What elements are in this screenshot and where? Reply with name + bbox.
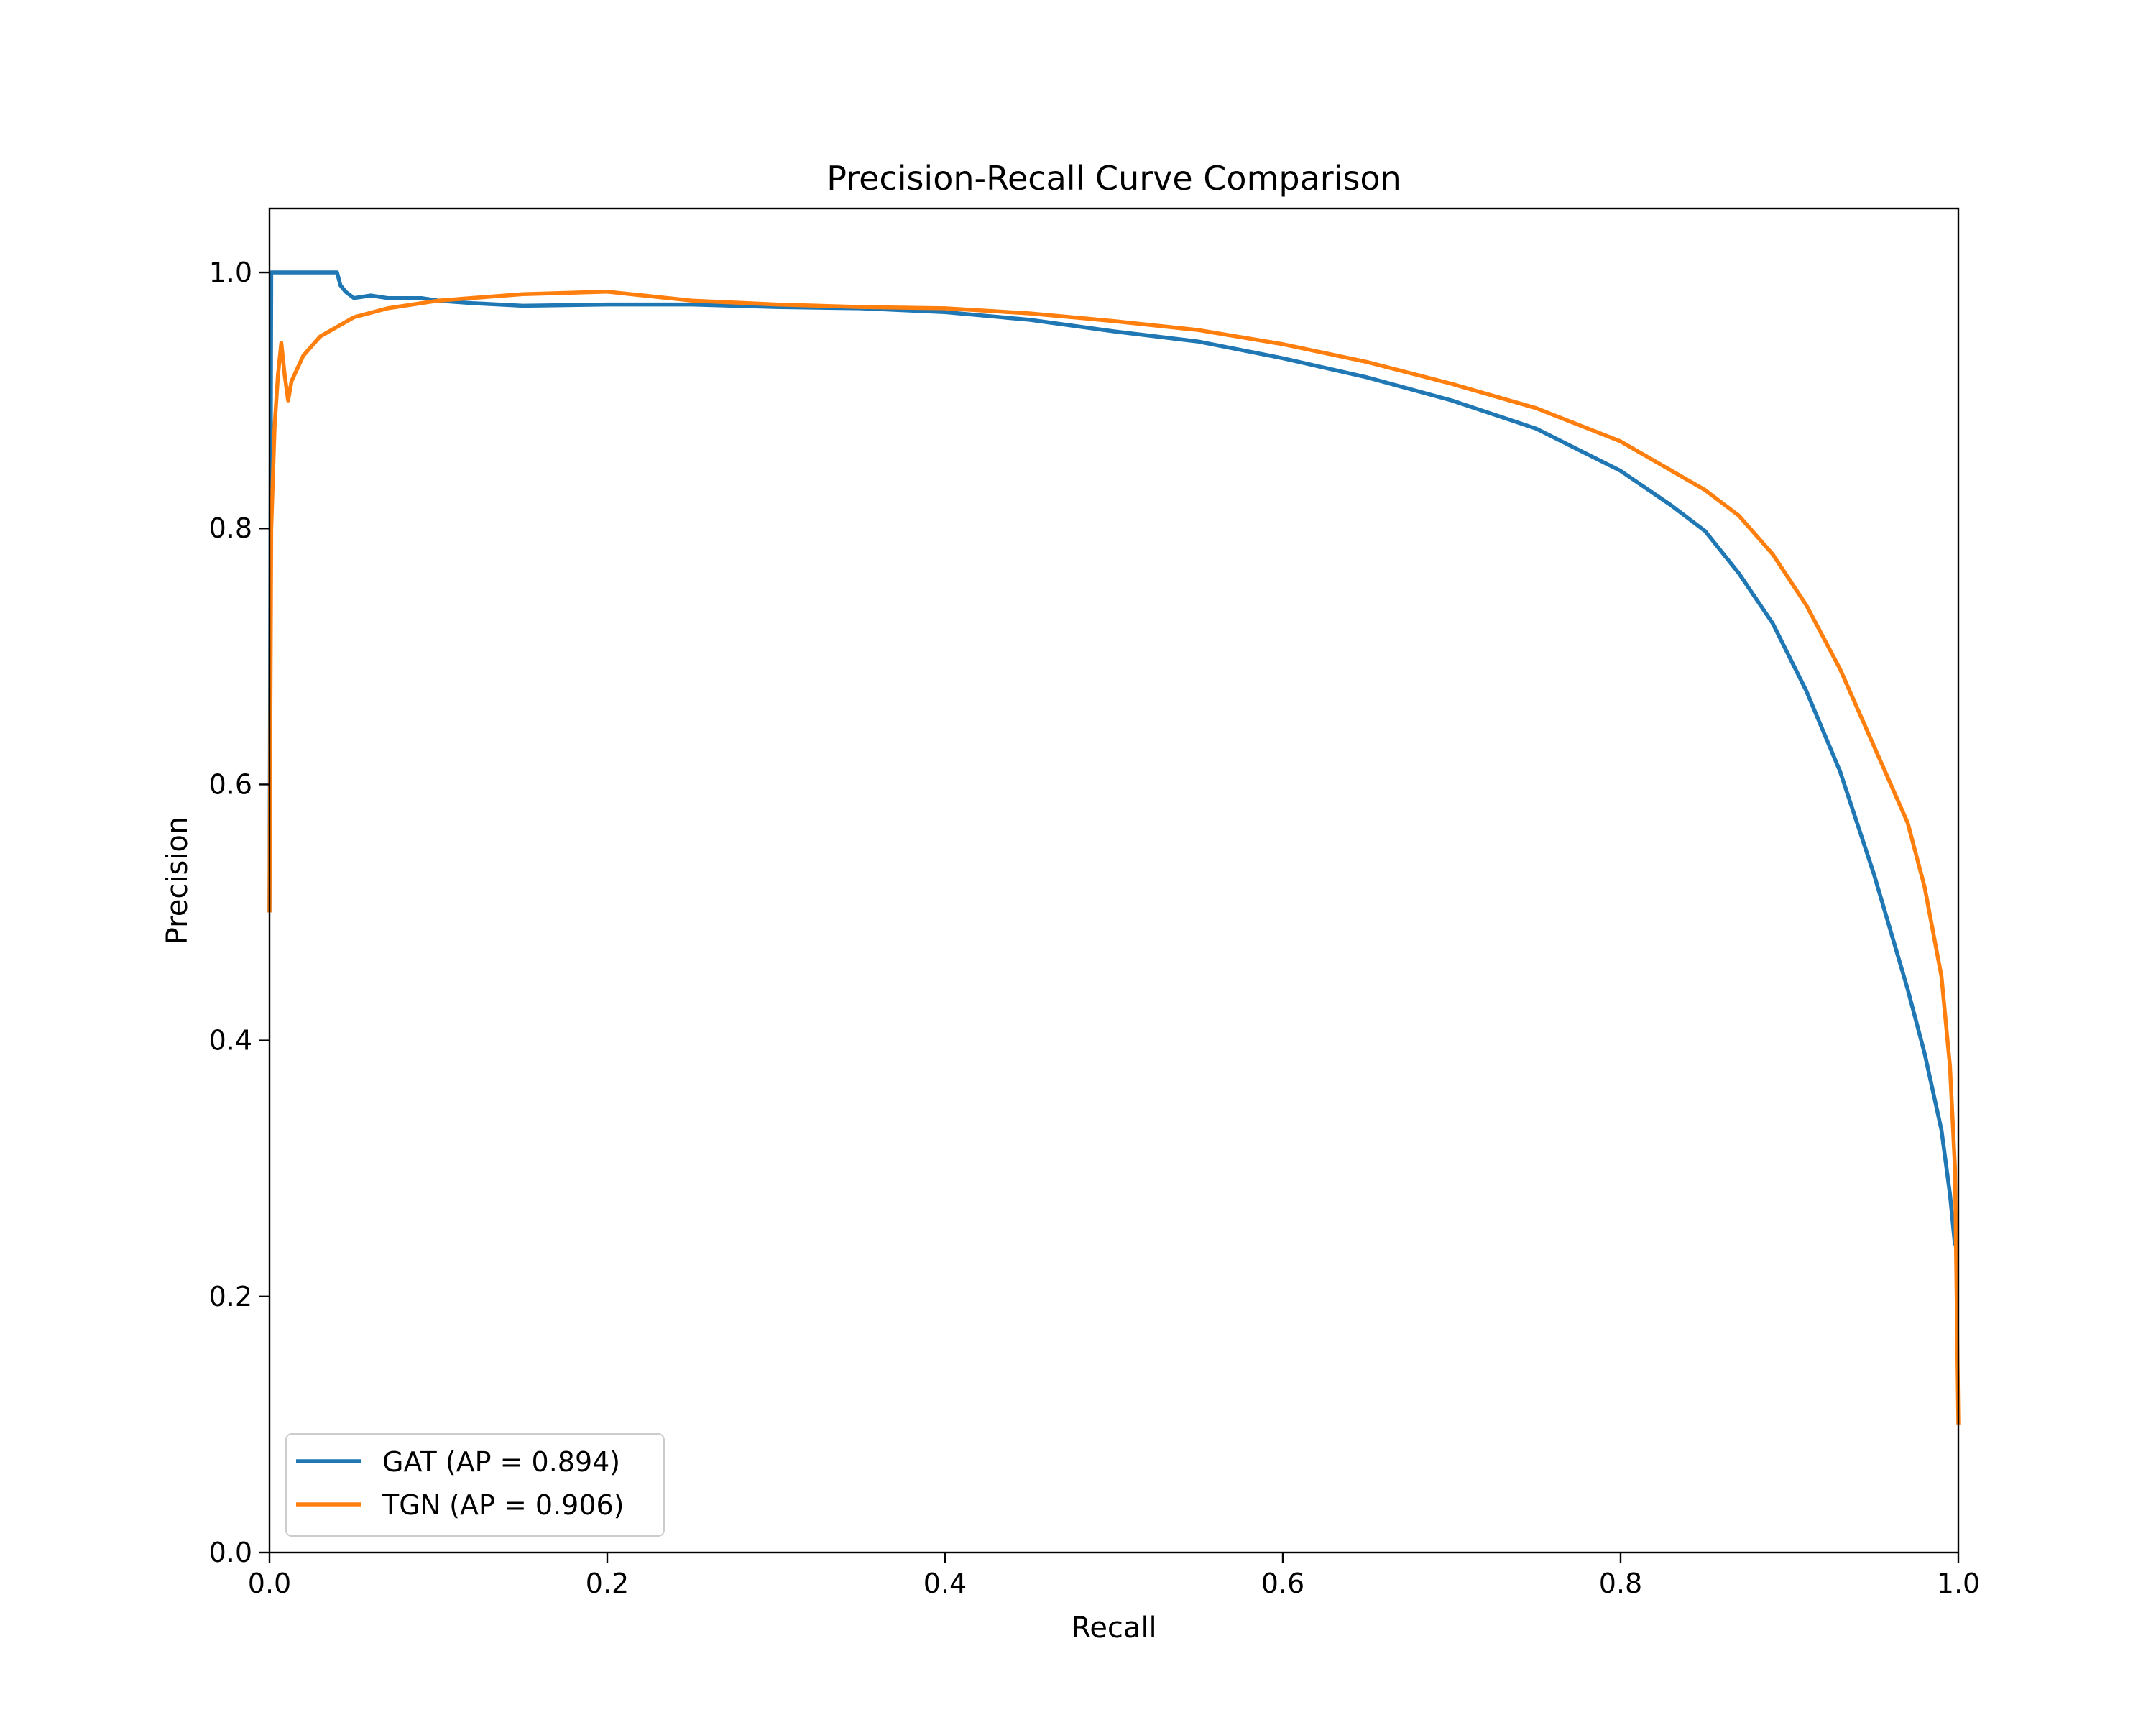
x-tick-label: 0.0 bbox=[248, 1568, 291, 1599]
x-tick-label: 0.2 bbox=[586, 1568, 629, 1599]
x-tick-label: 0.8 bbox=[1599, 1568, 1642, 1599]
y-tick-label: 0.0 bbox=[209, 1537, 252, 1568]
y-tick-label: 0.2 bbox=[209, 1281, 252, 1312]
legend-label-tgn: TGN (AP = 0.906) bbox=[382, 1489, 625, 1521]
plot-frame bbox=[268, 207, 1960, 1554]
legend: GAT (AP = 0.894) TGN (AP = 0.906) bbox=[285, 1433, 665, 1537]
plot-area bbox=[270, 208, 1958, 1552]
chart-title: Precision-Recall Curve Comparison bbox=[826, 159, 1401, 198]
y-axis-label: Precision bbox=[161, 816, 194, 944]
legend-label-gat: GAT (AP = 0.894) bbox=[382, 1446, 620, 1478]
x-tick-label: 0.6 bbox=[1261, 1568, 1304, 1599]
y-tick-label: 0.8 bbox=[209, 512, 252, 544]
x-axis-label: Recall bbox=[1071, 1611, 1156, 1644]
legend-box bbox=[285, 1433, 665, 1537]
y-tick-label: 0.4 bbox=[209, 1025, 252, 1057]
y-axis-ticks: 0.0 0.2 0.4 0.6 0.8 1.0 bbox=[209, 257, 270, 1568]
x-tick-label: 0.4 bbox=[923, 1568, 967, 1599]
plot-background bbox=[270, 208, 1958, 1552]
x-axis-ticks: 0.0 0.2 0.4 0.6 0.8 1.0 bbox=[248, 1552, 1980, 1599]
series-layer bbox=[267, 270, 1961, 1425]
tgn-curve bbox=[267, 290, 1961, 1425]
x-tick-label: 1.0 bbox=[1937, 1568, 1980, 1599]
y-tick-label: 1.0 bbox=[209, 257, 252, 288]
gat-curve bbox=[267, 270, 1958, 1246]
y-tick-label: 0.6 bbox=[209, 768, 252, 800]
